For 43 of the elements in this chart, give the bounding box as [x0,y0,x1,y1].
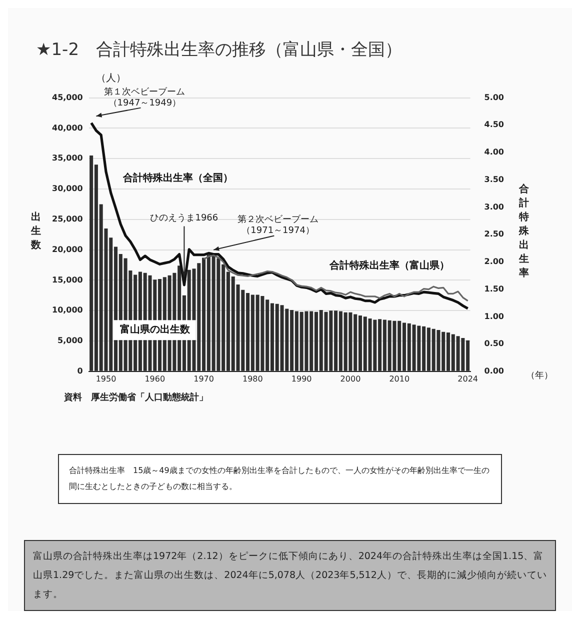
y2-tick-label: 4.00 [484,148,504,157]
y2-tick-label: 0.50 [484,339,504,348]
y2-tick-label: 3.50 [484,174,504,184]
y-tick-label: 25,000 [52,214,84,224]
text: 富山県の合計特殊出生率は1972年（2.12）をピークに低下傾向にあり、2024年の合計特殊出生率は全国1.15、富山県1.29でした。また富山県の出生数は、2024年に5,078人（2023年5,512人）で、長期的に減少傾向が続いています。 [24,540,556,611]
y-tick-label: 10,000 [52,306,84,315]
x-tick-label: 1980 [242,374,263,384]
y2-tick-label: 0.00 [484,366,504,376]
x-tick-label: 1970 [194,374,214,384]
y2-tick-label: 3.00 [484,202,504,212]
series-label: 合計特殊出生率（富山県） [328,259,450,272]
y-tick-label: 5,000 [58,336,84,346]
y2-tick-label: 1.50 [484,284,504,294]
annotation: 第２次ベビーブーム（1971～1974） [238,214,319,236]
x-tick-label: 2024 [458,374,478,384]
y2-tick-label: 4.50 [484,120,504,130]
y2-axis-title: 合計特殊出生率 [518,183,530,281]
y2-tick-label: 1.00 [484,312,504,321]
series-label: 富山県の出生数 [120,324,191,336]
annotation: ひのえうま1966 [150,214,218,224]
y-tick-label: 15,000 [52,275,84,284]
x-tick-label: 1990 [291,374,312,384]
x-tick-label: 1950 [96,374,116,384]
y-tick-label: 20,000 [52,244,84,254]
series-label: 合計特殊出生率（全国） [122,172,233,184]
x-tick-label: 1960 [144,374,166,384]
y-tick-label: 40,000 [52,123,84,132]
chart-title: ★1-2 合計特殊出生率の推移（富山県・全国） [35,39,404,62]
y-axis-title: 出生数 [30,211,42,253]
y-tick-label: 45,000 [52,92,84,102]
x-tick-label: 2010 [389,374,410,384]
text: 資料 厚生労働省「人口動態統計」 [63,391,209,404]
y-tick-label: 0 [77,366,84,376]
y2-tick-label: 2.50 [484,230,504,239]
y-tick-label: 30,000 [52,184,84,194]
annotation: 第１次ベビーブーム（1947～1949） [104,86,186,108]
y-tick-label: 35,000 [52,154,84,163]
y2-tick-label: 5.00 [484,92,504,102]
y2-tick-label: 2.00 [484,257,504,266]
text: （年） [526,370,553,382]
x-tick-label: 2000 [340,374,361,384]
text: 合計特殊出生率 15歳～49歳までの女性の年齢別出生率を合計したもので、一人の女性がその年齢別出生率で一生の間に生むとしたときの子どもの数に相当する。 [58,454,502,504]
text: （人） [96,72,126,85]
